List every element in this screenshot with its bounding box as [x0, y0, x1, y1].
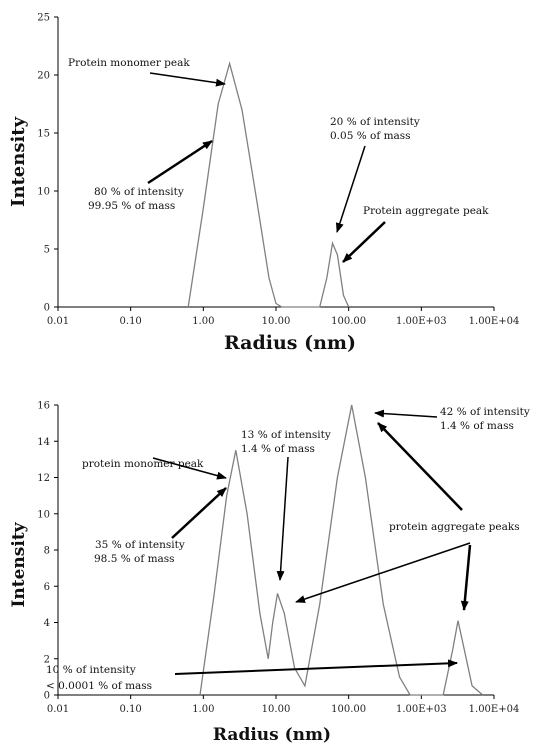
- chart-2-annotation: 1.4 % of mass: [440, 420, 514, 432]
- chart-1-y-tick-label: 15: [37, 129, 50, 140]
- chart-2-annotation: 1.4 % of mass: [241, 443, 315, 455]
- chart-2-x-tick-label: 0.10: [120, 704, 142, 715]
- chart-2-x-tick-label: 1.00: [192, 704, 214, 715]
- chart-1-y-tick-label: 25: [37, 13, 50, 24]
- chart-2: 0 2 4 6 8 10 12 14 16 0.01 0.10 1.00 10.00 100.00 1.00…: [9, 401, 530, 746]
- chart-1-arrow: [342, 221, 386, 263]
- chart-2-series: [199, 404, 484, 696]
- chart-1-axes: [54, 16, 495, 311]
- chart-2-x-tick-label: 0.01: [47, 704, 69, 715]
- chart-2-x-tick-label: 100.00: [331, 704, 366, 715]
- chart-2-annotation: 42 % of intensity: [440, 406, 530, 418]
- chart-1-annotation: Protein monomer peak: [68, 57, 190, 69]
- chart-1-x-axis-label: Radius (nm): [224, 332, 356, 354]
- chart-1-y-tick-label: 5: [44, 245, 50, 256]
- chart-2-annotation: protein monomer peak: [82, 458, 204, 470]
- chart-2-x-axis-label: Radius (nm): [213, 725, 331, 745]
- chart-2-y-tick-label: 12: [37, 473, 50, 484]
- chart-1-arrow: [335, 145, 366, 233]
- chart-2-y-tick-label: 0: [44, 691, 50, 702]
- chart-2-arrow: [174, 659, 458, 675]
- chart-2-x-tick-label: 1.00E+03: [396, 704, 447, 715]
- chart-1-x-tick-label: 1.00E+04: [469, 316, 520, 327]
- chart-2-x-tick-label: 1.00E+04: [469, 704, 520, 715]
- chart-1-annotation: 99.95 % of mass: [88, 200, 175, 212]
- chart-2-arrow: [377, 422, 463, 511]
- chart-2-y-tick-label: 14: [37, 437, 50, 448]
- chart-2-annotation: < 0.0001 % of mass: [46, 680, 152, 692]
- chart-1-x-tick-label: 10.00: [262, 316, 291, 327]
- chart-2-x-tick-label: 10.00: [262, 704, 291, 715]
- chart-2-arrow: [460, 544, 472, 611]
- chart-2-annotation: protein aggregate peaks: [389, 521, 520, 533]
- chart-1-x-tick-label: 0.10: [120, 316, 142, 327]
- chart-1: 0 5 10 15 20 25 0.01 0.10 1.00 10.00 100.00 1.00E+0…: [8, 13, 519, 355]
- chart-2-y-tick-label: 4: [44, 618, 50, 629]
- chart-1-arrow: [149, 72, 226, 87]
- chart-2-arrow: [295, 542, 471, 603]
- chart-2-arrow: [276, 456, 289, 581]
- chart-1-arrow: [147, 139, 213, 185]
- chart-2-annotation: 10 % of intensity: [46, 664, 136, 676]
- chart-1-x-tick-label: 100.00: [331, 316, 366, 327]
- chart-2-y-tick-label: 6: [44, 582, 50, 593]
- chart-1-tick-labels: 0 5 10 15 20 25 0.01 0.10 1.00 10.00 100.00 1.00E+0…: [37, 13, 519, 328]
- chart-2-arrow: [152, 457, 227, 480]
- chart-2-arrow: [374, 409, 438, 418]
- chart-2-y-tick-label: 10: [37, 509, 50, 520]
- chart-2-annotation: 35 % of intensity: [95, 539, 185, 551]
- chart-1-y-axis-label: Intensity: [8, 116, 29, 207]
- chart-1-x-tick-label: 1.00E+03: [396, 316, 447, 327]
- chart-1-x-tick-label: 0.01: [47, 316, 69, 327]
- chart-2-annotation: 98.5 % of mass: [94, 553, 175, 565]
- chart-1-x-tick-label: 1.00: [192, 316, 214, 327]
- chart-2-series-line: [199, 404, 484, 696]
- chart-1-series: [187, 60, 350, 308]
- chart-2-y-tick-label: 16: [37, 401, 50, 412]
- chart-1-y-tick-label: 10: [37, 187, 50, 198]
- chart-2-y-tick-label: 2: [44, 654, 50, 665]
- chart-1-annotation: 80 % of intensity: [94, 186, 184, 198]
- chart-1-annotation: Protein aggregate peak: [363, 205, 489, 217]
- chart-1-series-line: [187, 60, 350, 308]
- chart-2-arrow: [171, 487, 227, 539]
- chart-1-y-tick-label: 20: [37, 71, 50, 82]
- chart-2-annotation: 13 % of intensity: [241, 429, 331, 441]
- chart-2-y-axis-label: Intensity: [9, 521, 29, 607]
- chart-1-y-tick-label: 0: [44, 303, 50, 314]
- chart-1-annotation: 20 % of intensity: [330, 116, 420, 128]
- chart-2-tick-labels: 0 2 4 6 8 10 12 14 16 0.01 0.10 1.00 10.00 100.00 1.00…: [37, 401, 519, 716]
- chart-2-y-tick-label: 8: [44, 546, 50, 557]
- chart-1-annotation: 0.05 % of mass: [330, 130, 411, 142]
